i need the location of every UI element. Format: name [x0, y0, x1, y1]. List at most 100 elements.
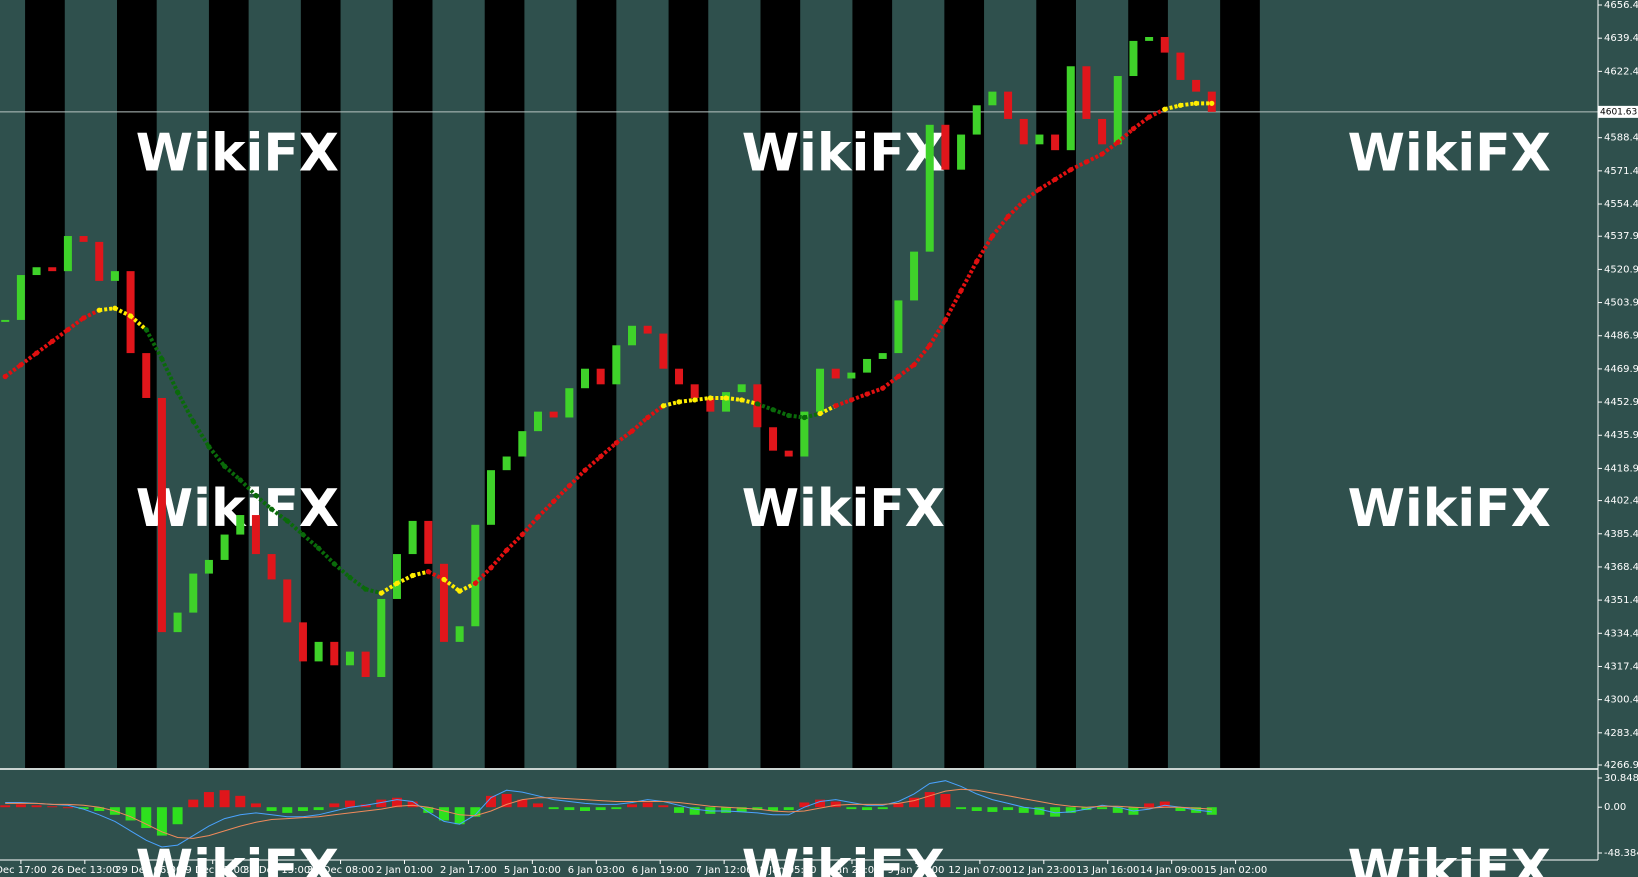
ma-segment: [4, 363, 23, 379]
watermark: WikiFX: [742, 124, 945, 184]
ma-segment: [114, 306, 132, 318]
macd-bar: [250, 803, 261, 808]
ma-segment: [332, 562, 352, 579]
macd-bar: [188, 799, 199, 808]
candle: [1113, 76, 1122, 145]
macd-bar: [15, 804, 26, 808]
candle: [643, 325, 652, 334]
macd-bar: [517, 799, 528, 808]
macd-bar: [344, 800, 355, 808]
y2-tick-label: 0.00: [1604, 802, 1626, 813]
candle: [1004, 91, 1013, 119]
candle: [1035, 134, 1044, 145]
macd-bar: [125, 807, 136, 821]
x-tick-label: 29 Dec 06:00: [115, 865, 182, 876]
ma-segment: [175, 391, 196, 423]
ma-segment: [881, 374, 900, 390]
candle: [1066, 66, 1075, 151]
macd-bar: [721, 807, 732, 813]
ma-segment: [630, 415, 649, 433]
y-tick-label: 4266.90: [1604, 760, 1638, 771]
candle: [988, 91, 997, 106]
candle: [863, 358, 872, 373]
watermark: WikiFX: [1348, 124, 1551, 184]
watermark: WikiFX: [136, 124, 339, 184]
macd-bar: [172, 807, 183, 825]
candle: [361, 651, 370, 677]
macd-bar: [78, 807, 89, 810]
macd-bar: [31, 805, 42, 808]
x-tick-label: 2 Jan 17:00: [440, 865, 497, 876]
macd-bar: [595, 807, 606, 811]
y2-tick-label: 30.8488: [1604, 773, 1638, 784]
ma-segment: [772, 407, 790, 418]
macd-bar: [313, 807, 324, 811]
candle: [581, 368, 589, 389]
candle: [486, 470, 495, 525]
macd-bar: [391, 797, 402, 808]
candle: [910, 251, 919, 301]
ma-segment: [1038, 177, 1057, 191]
ma-segment: [803, 411, 821, 420]
y-tick-label: 4418.90: [1604, 463, 1638, 474]
candle: [455, 626, 464, 642]
ma-segment: [943, 289, 963, 321]
candle: [48, 267, 57, 272]
session-stripe: [1220, 0, 1260, 768]
session-stripe: [484, 0, 525, 768]
ma-segment: [380, 581, 399, 595]
candle: [675, 368, 684, 385]
macd-bar: [470, 807, 481, 817]
candle: [722, 392, 731, 412]
price-panel: [0, 37, 1598, 677]
ma-segment: [1148, 107, 1166, 119]
macd-bar: [62, 807, 73, 809]
candle: [518, 431, 527, 457]
candle: [283, 579, 292, 623]
current-price-box: [1598, 105, 1638, 118]
y-tick-label: 4452.90: [1604, 397, 1638, 408]
session-stripe: [208, 0, 249, 768]
candle: [831, 368, 840, 379]
x-tick-label: 12 Jan 07:00: [948, 865, 1011, 876]
session-stripe: [392, 0, 433, 768]
macd-bar: [1112, 807, 1123, 813]
macd-bar: [1097, 807, 1108, 810]
candle: [110, 271, 119, 281]
ma-segment: [866, 386, 884, 396]
candle: [16, 275, 25, 320]
ma-segment: [897, 363, 916, 379]
ma-segment: [317, 546, 336, 566]
macd-bar: [611, 807, 622, 810]
candle: [1082, 66, 1091, 119]
ma-segment: [912, 344, 932, 367]
ma-segment: [427, 569, 445, 582]
ma-segment: [238, 478, 258, 497]
ma-segment: [254, 494, 273, 511]
macd-bar: [830, 801, 841, 808]
y-tick-label: 4503.90: [1604, 298, 1638, 309]
x-tick-label: 12 Jan 23:00: [1012, 865, 1075, 876]
candle: [1051, 134, 1060, 151]
macd-bar: [783, 807, 794, 811]
y2-tick-label: -48.3841: [1604, 848, 1638, 859]
ma-segment: [959, 260, 979, 292]
ma-segment: [285, 519, 305, 537]
macd-bar: [1018, 807, 1029, 813]
candle: [1160, 37, 1169, 53]
macd-bar: [501, 793, 512, 808]
watermarks: WikiFX WikiFX WikiFX WikiFX WikiFX WikiFX Wiki…: [136, 124, 1551, 877]
ma-segment: [1069, 160, 1088, 172]
ma-segment: [160, 358, 180, 393]
candle: [424, 520, 433, 564]
candle: [1192, 79, 1201, 92]
x-tick-label: 8 Jan 21:00: [824, 865, 881, 876]
ma-segment: [1022, 187, 1041, 203]
y-tick-label: 4520.90: [1604, 264, 1638, 275]
macd-bar: [1206, 807, 1217, 815]
macd-bar: [235, 795, 246, 808]
ma-segment: [82, 308, 101, 320]
x-tick-label: 8 Jan 05:00: [760, 865, 817, 876]
